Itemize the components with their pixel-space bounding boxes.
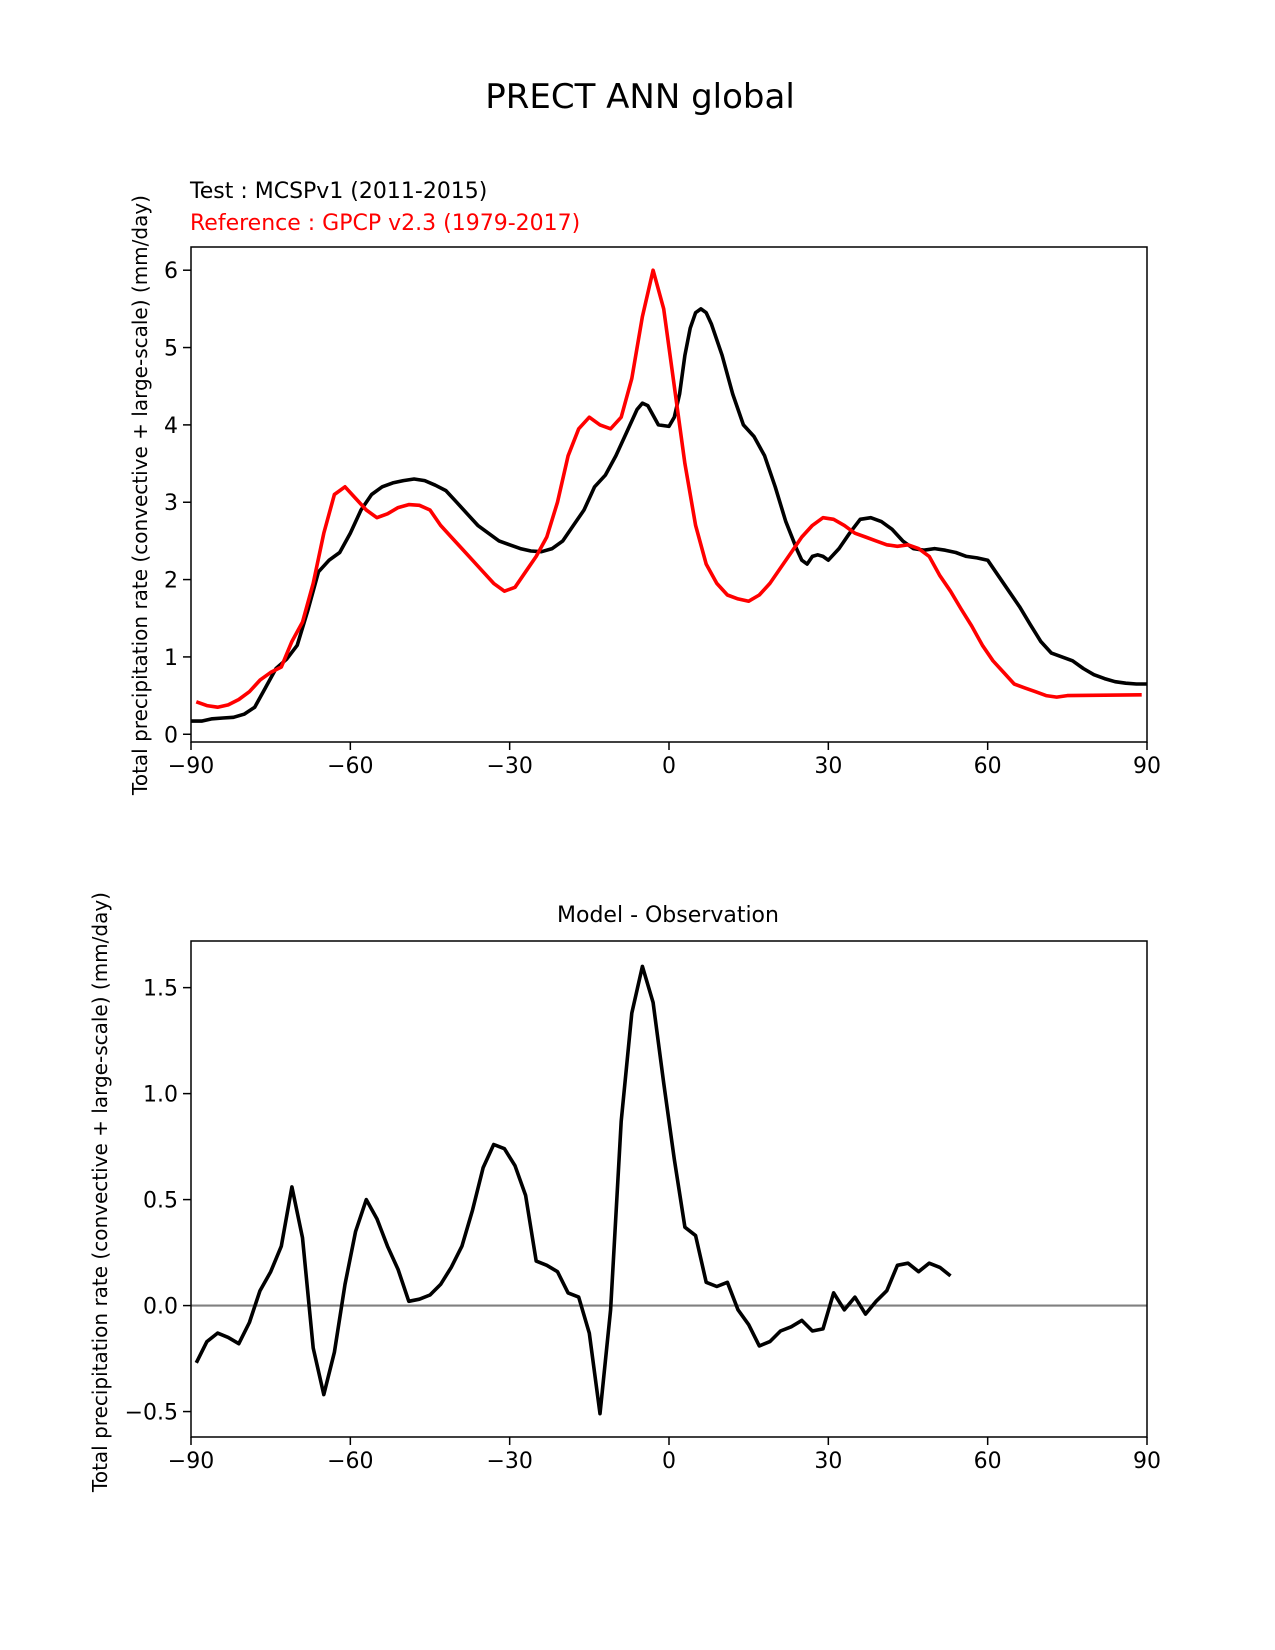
- test-series-line: [191, 307, 1147, 723]
- y-tick-label: 2: [164, 569, 178, 594]
- x-tick-label: 60: [974, 1449, 1002, 1474]
- x-tick-label: 60: [974, 754, 1002, 779]
- bottom-y-axis-label: Total precipitation rate (convective + l…: [88, 892, 112, 1493]
- top-plot-area: −90 −60 −30 0 30 60 90 0 1 2 3 4 5 6: [164, 246, 1161, 779]
- y-tick-label: 0: [164, 723, 178, 748]
- x-tick-label: 90: [1133, 1449, 1161, 1474]
- x-tick-label: −30: [486, 1449, 532, 1474]
- difference-series-line: [194, 964, 952, 1416]
- x-tick-label: 30: [814, 754, 842, 779]
- y-tick-label: 4: [164, 414, 178, 439]
- x-tick-label: 0: [662, 1449, 676, 1474]
- y-tick-label: −0.5: [125, 1401, 178, 1426]
- x-tick-label: −30: [486, 754, 532, 779]
- figure-title: PRECT ANN global: [485, 77, 795, 117]
- bottom-plot-area: −90 −60 −30 0 30 60 90 −0.5 0.0 0.5 1.0 1.5: [125, 940, 1161, 1474]
- x-tick-label: −90: [168, 754, 214, 779]
- y-tick-label: 3: [164, 491, 178, 516]
- y-tick-label: 5: [164, 337, 178, 362]
- x-tick-label: 30: [814, 1449, 842, 1474]
- reference-label: Reference : GPCP v2.3 (1979-2017): [190, 211, 580, 236]
- x-tick-label: 90: [1133, 754, 1161, 779]
- x-tick-label: −90: [168, 1449, 214, 1474]
- y-tick-label: 0.0: [143, 1295, 178, 1320]
- y-tick-label: 6: [164, 259, 178, 284]
- x-tick-label: −60: [327, 1449, 373, 1474]
- top-y-axis-label: Total precipitation rate (convective + l…: [128, 195, 152, 796]
- y-tick-label: 1.5: [143, 977, 178, 1002]
- y-tick-label: 1: [164, 646, 178, 671]
- test-label: Test : MCSPv1 (2011-2015): [189, 179, 487, 204]
- x-tick-label: −60: [327, 754, 373, 779]
- y-tick-label: 0.5: [143, 1189, 178, 1214]
- bottom-panel: Model - Observation Total precipitation …: [88, 892, 1161, 1493]
- bottom-panel-title: Model - Observation: [557, 903, 779, 928]
- plot-frame: [190, 940, 1148, 1438]
- x-tick-label: 0: [662, 754, 676, 779]
- reference-series-line: [195, 268, 1142, 709]
- y-tick-label: 1.0: [143, 1083, 178, 1108]
- top-panel: Test : MCSPv1 (2011-2015) Reference : GP…: [128, 179, 1161, 796]
